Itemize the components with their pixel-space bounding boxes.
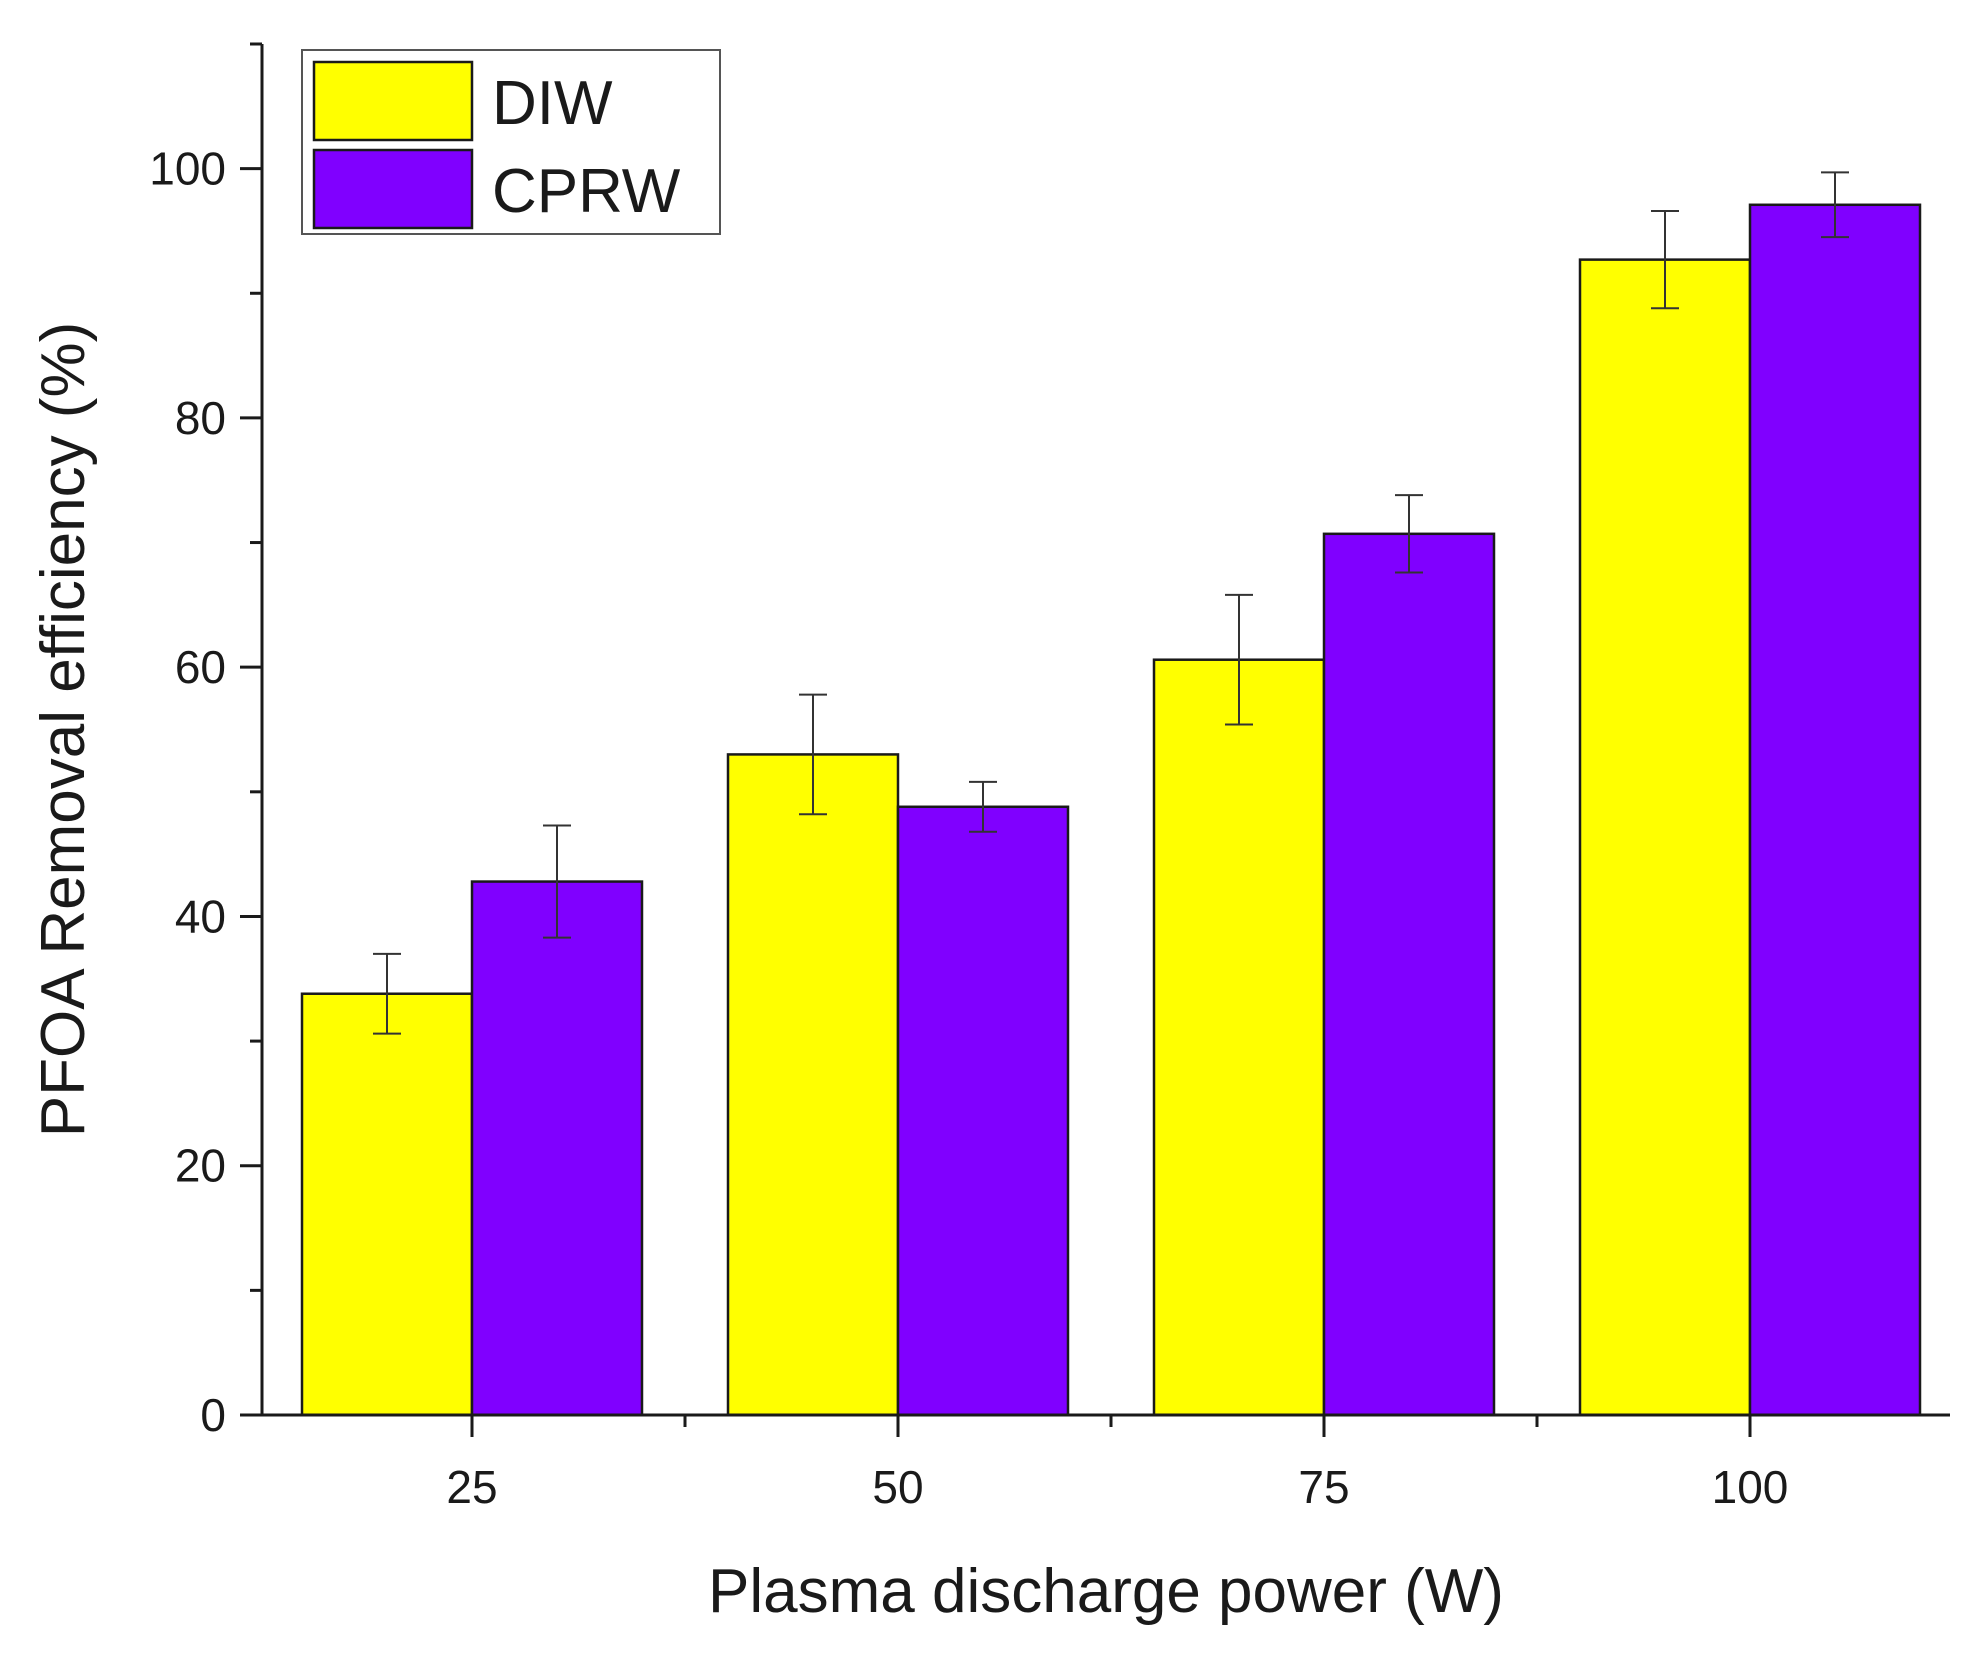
- legend: DIW CPRW: [301, 49, 721, 235]
- bar-diw-75: [1152, 658, 1326, 1417]
- legend-label-diw: DIW: [492, 69, 613, 138]
- bars-layer: [300, 203, 1922, 1417]
- error-bars-layer: [373, 171, 1849, 1035]
- x-tick-label: 100: [1712, 1461, 1789, 1513]
- error-bar-cprw-25: [543, 824, 571, 939]
- x-axis-title: Plasma discharge power (W): [708, 1557, 1504, 1626]
- bar-diw-50: [726, 753, 900, 1417]
- x-tick-label: 25: [446, 1461, 497, 1513]
- bar-diw-100: [1578, 258, 1752, 1417]
- error-bar-cprw-100: [1821, 171, 1849, 239]
- bar-cprw-75: [1322, 532, 1496, 1417]
- error-bar-diw-100: [1651, 210, 1679, 310]
- y-tick-label: 100: [149, 143, 226, 195]
- y-axis-title: PFOA Removal efficiency (%): [29, 322, 98, 1137]
- legend-swatch-cprw: [312, 148, 474, 230]
- legend-swatch-diw: [312, 60, 474, 142]
- x-tick-label: 75: [1298, 1461, 1349, 1513]
- error-bar-cprw-75: [1395, 494, 1423, 574]
- bar-cprw-25: [470, 880, 644, 1417]
- bar-diw-25: [300, 992, 474, 1417]
- error-bar-diw-50: [799, 693, 827, 816]
- y-tick-label: 0: [200, 1389, 226, 1441]
- tick-labels-layer: 0 20 40 60 80 100 25 50 75 100: [149, 143, 1788, 1513]
- y-tick-label: 40: [175, 890, 226, 942]
- bar-cprw-100: [1748, 203, 1922, 1417]
- error-bar-diw-25: [373, 952, 401, 1035]
- axes-layer: [240, 42, 1950, 1437]
- bar-cprw-50: [896, 805, 1070, 1417]
- error-bar-cprw-50: [969, 780, 997, 833]
- x-tick-label: 50: [872, 1461, 923, 1513]
- legend-label-cprw: CPRW: [492, 157, 681, 226]
- y-tick-label: 60: [175, 641, 226, 693]
- y-tick-label: 20: [175, 1140, 226, 1192]
- error-bar-diw-75: [1225, 593, 1253, 726]
- y-tick-label: 80: [175, 392, 226, 444]
